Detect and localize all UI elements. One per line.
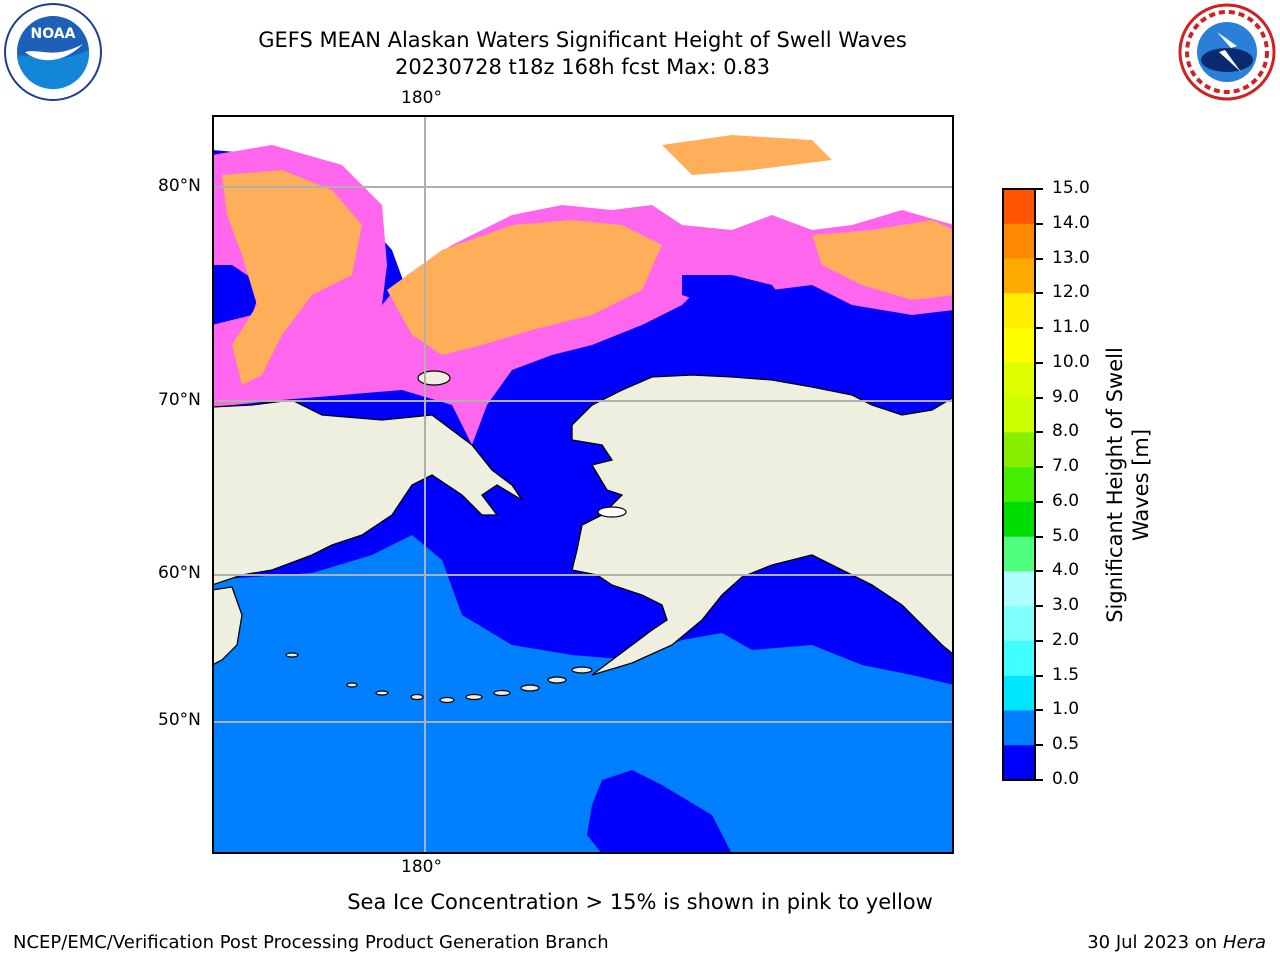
colorbar-band (1003, 675, 1035, 711)
colorbar-tick-label: 2.0 (1052, 629, 1080, 650)
noaa-logo: NOAA (4, 3, 102, 101)
colorbar-band (1003, 432, 1035, 468)
colorbar-band (1003, 258, 1035, 294)
colorbar-band (1003, 501, 1035, 538)
colorbar-tick-label: 9.0 (1052, 386, 1080, 407)
colorbar-tick-label: 11.0 (1052, 317, 1090, 338)
lat-label-50: 50°N (158, 710, 201, 730)
colorbar-tick-mark (1035, 361, 1043, 364)
colorbar-tick-mark (1035, 779, 1043, 781)
lat-label-80: 80°N (158, 176, 201, 196)
footer-host: Hera (1222, 932, 1266, 953)
colorbar-tick-mark (1035, 500, 1043, 503)
land-kamchatka (212, 586, 243, 666)
colorbar-tick-mark (1035, 257, 1043, 260)
colorbar-tick-label: 3.0 (1052, 595, 1080, 616)
colorbar-tick-mark (1035, 605, 1043, 608)
noaa-text: NOAA (31, 26, 76, 42)
chart-title: GEFS MEAN Alaskan Waters Significant Hei… (258, 28, 907, 52)
colorbar-band (1003, 571, 1035, 607)
footer-left: NCEP/EMC/Verification Post Processing Pr… (13, 932, 609, 953)
colorbar-tick-label: 5.0 (1052, 525, 1080, 546)
land-russia (212, 399, 523, 586)
land-wrangel-island (417, 370, 451, 386)
colorbar-tick-label: 1.5 (1052, 664, 1080, 685)
colorbar-band (1003, 293, 1035, 329)
map-panel (212, 115, 954, 854)
colorbar (1002, 188, 1036, 781)
colorbar-band (1003, 745, 1035, 781)
land-alaska (571, 374, 954, 676)
colorbar-tick-mark (1035, 535, 1043, 538)
colorbar-label-line2: Waves [m] (1129, 428, 1153, 542)
colorbar-tick-mark (1035, 431, 1043, 434)
colorbar-tick-label: 0.5 (1052, 734, 1080, 755)
colorbar-tick-label: 13.0 (1052, 247, 1090, 268)
colorbar-band (1003, 223, 1035, 260)
colorbar-tick-label: 4.0 (1052, 560, 1080, 581)
colorbar-band (1003, 536, 1035, 572)
nws-logo (1178, 3, 1276, 101)
colorbar-tick-mark (1035, 396, 1043, 399)
colorbar-tick-mark (1035, 188, 1043, 190)
colorbar-tick-label: 14.0 (1052, 212, 1090, 233)
sea-ice-note: Sea Ice Concentration > 15% is shown in … (347, 890, 933, 914)
colorbar-band (1003, 640, 1035, 677)
sea-ice-orange (222, 135, 954, 385)
colorbar-tick-mark (1035, 466, 1043, 469)
footer-date: 30 Jul 2023 on (1087, 932, 1223, 953)
aleutian-islands (285, 652, 593, 704)
colorbar-band (1003, 189, 1035, 225)
colorbar-tick-mark (1035, 639, 1043, 642)
footer-right: 30 Jul 2023 on Hera (1087, 932, 1266, 953)
colorbar-tick-mark (1035, 292, 1043, 295)
colorbar-label-line1: Significant Height of Swell (1103, 347, 1127, 623)
colorbar-tick-label: 12.0 (1052, 282, 1090, 303)
colorbar-tick-mark (1035, 570, 1043, 573)
colorbar-tick-label: 0.0 (1052, 769, 1080, 789)
colorbar-band (1003, 606, 1035, 642)
chart-subtitle: 20230728 t18z 168h fcst Max: 0.83 (395, 55, 770, 79)
lat-label-70: 70°N (158, 390, 201, 410)
colorbar-tick-mark (1035, 744, 1043, 747)
colorbar-tick-label: 1.0 (1052, 699, 1080, 720)
colorbar-band (1003, 328, 1035, 364)
colorbar-tick-mark (1035, 327, 1043, 330)
colorbar-band (1003, 362, 1035, 399)
colorbar-band (1003, 397, 1035, 433)
colorbar-band (1003, 467, 1035, 503)
colorbar-tick-label: 8.0 (1052, 421, 1080, 442)
moderate-swell-water (212, 535, 954, 854)
colorbar-tick-mark (1035, 222, 1043, 225)
map-frame (212, 115, 954, 854)
colorbar-tick-label: 6.0 (1052, 490, 1080, 511)
colorbar-band (1003, 710, 1035, 746)
lon-label-bottom: 180° (401, 857, 442, 877)
colorbar-tick-label: 7.0 (1052, 456, 1080, 477)
colorbar-tick-mark (1035, 674, 1043, 677)
colorbar-tick-label: 10.0 (1052, 351, 1090, 372)
graticule (212, 115, 954, 854)
lon-label-top: 180° (401, 88, 442, 108)
colorbar-tick-label: 15.0 (1052, 178, 1090, 198)
land-st-lawrence-island (597, 506, 627, 518)
lat-label-60: 60°N (158, 563, 201, 583)
colorbar-tick-mark (1035, 709, 1043, 712)
